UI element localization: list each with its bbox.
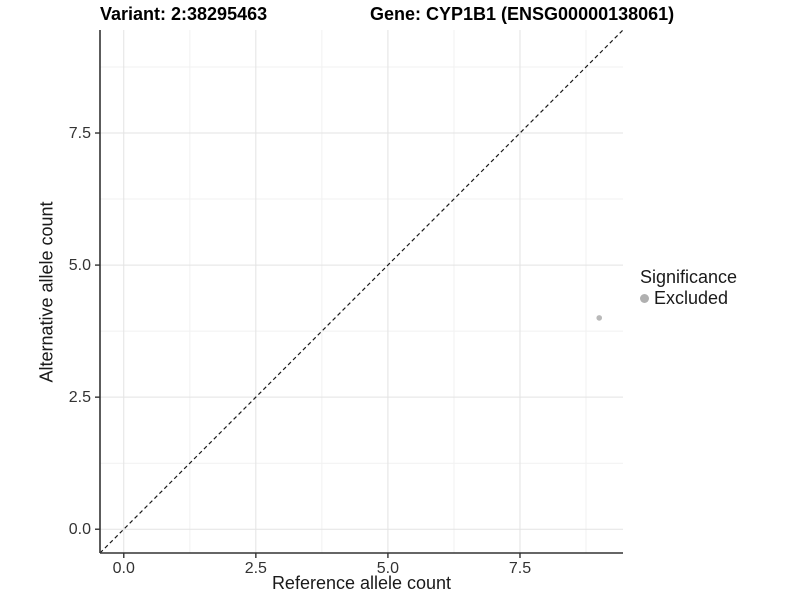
y-tick-label: 5.0 [69, 257, 91, 274]
identity-dashed-line [99, 29, 624, 554]
data-point [596, 315, 603, 321]
y-tick-label: 7.5 [69, 125, 91, 142]
plot-title-gene: Gene: CYP1B1 (ENSG00000138061) [370, 4, 675, 24]
legend: Significance Excluded [640, 267, 737, 308]
y-tick-label: 0.0 [69, 521, 91, 538]
y-tick-label: 2.5 [69, 389, 91, 406]
x-tick-label: 0.0 [113, 560, 135, 577]
plot-title-variant: Variant: 2:38295463 [100, 4, 268, 24]
legend-title: Significance [640, 267, 738, 287]
y-axis-title: Alternative allele count [36, 201, 57, 383]
x-tick-label: 2.5 [245, 560, 267, 577]
legend-point-icon [640, 293, 649, 303]
legend-item-label: Excluded [654, 288, 729, 308]
legend-item-excluded: Excluded [640, 288, 737, 308]
x-axis-title: Reference allele count [271, 573, 452, 593]
x-tick-label: 5.0 [377, 560, 399, 577]
x-tick-label: 7.5 [509, 560, 531, 577]
